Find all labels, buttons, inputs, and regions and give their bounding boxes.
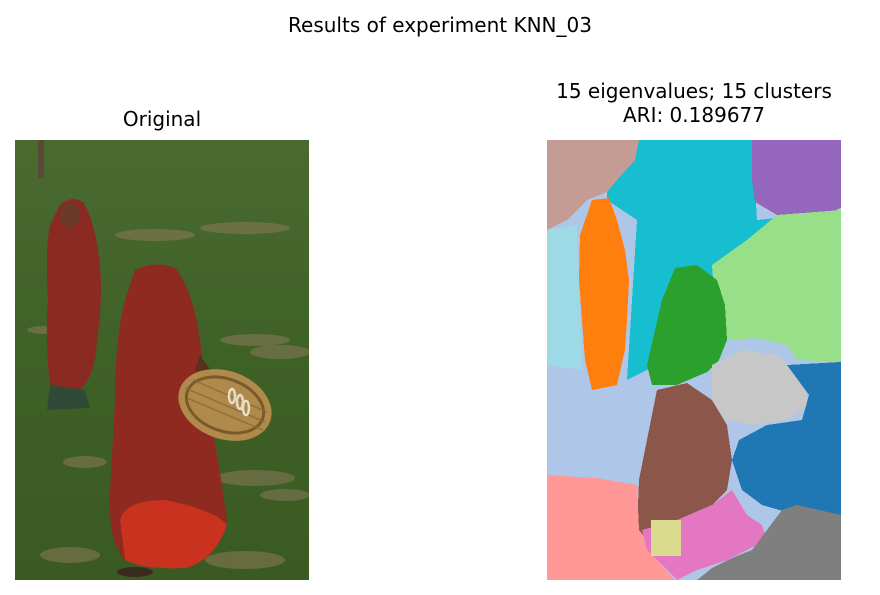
segmentation-panel-title: 15 eigenvalues; 15 clusters ARI: 0.18967…	[497, 79, 880, 127]
original-title-line: Original	[122, 107, 202, 131]
segmentation-title-line-2: ARI: 0.189677	[622, 103, 765, 127]
original-image	[15, 140, 309, 580]
figure-suptitle: Results of experiment KNN_03	[288, 13, 592, 37]
segmentation-map	[547, 140, 841, 580]
segmentation-title-line-1: 15 eigenvalues; 15 clusters	[556, 79, 832, 103]
original-panel-title: Original	[15, 107, 309, 131]
